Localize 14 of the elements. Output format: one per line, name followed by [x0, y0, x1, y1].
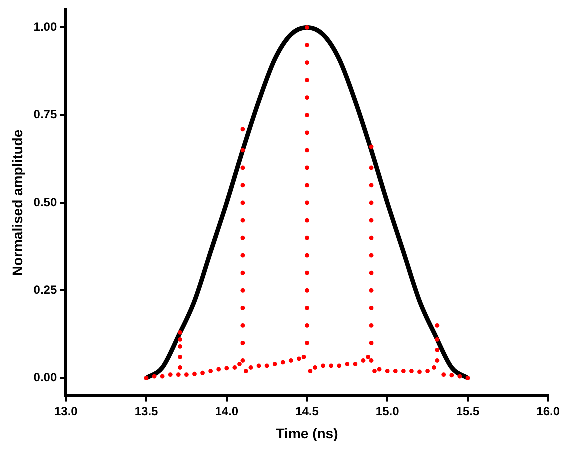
y-tick-label: 0.25 [34, 282, 58, 297]
y-tick-label: 0.50 [34, 195, 58, 210]
y-tick-label: 0.00 [34, 370, 58, 385]
x-tick-label: 14.5 [296, 404, 320, 418]
y-tick-label: 1.00 [34, 20, 58, 34]
x-tick-label: 15.0 [376, 404, 400, 418]
y-axis-title: Normalised amplitude [9, 130, 26, 276]
x-axis-title: Time (ns) [276, 425, 338, 442]
x-tick-label: 14.0 [215, 404, 239, 418]
y-tick-label: 0.75 [34, 108, 58, 122]
x-tick-label: 13.5 [134, 404, 159, 418]
x-tick-label: 13.0 [54, 404, 78, 418]
x-tick-label: 16.0 [536, 404, 560, 418]
x-tick-label: 15.5 [456, 404, 480, 418]
